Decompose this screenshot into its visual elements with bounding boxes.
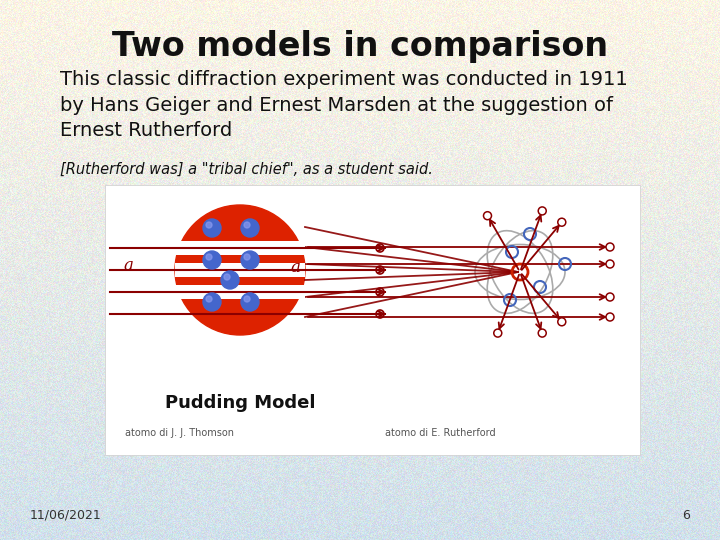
Text: atomo di E. Rutherford: atomo di E. Rutherford xyxy=(385,428,495,438)
Text: [Rutherford was] a "tribal chief", as a student said.: [Rutherford was] a "tribal chief", as a … xyxy=(60,162,433,177)
Circle shape xyxy=(175,205,305,335)
Circle shape xyxy=(224,274,230,280)
Circle shape xyxy=(203,293,221,311)
Circle shape xyxy=(206,296,212,302)
Circle shape xyxy=(241,293,259,311)
Circle shape xyxy=(244,254,250,260)
Bar xyxy=(175,285,305,299)
Circle shape xyxy=(203,251,221,269)
Circle shape xyxy=(206,254,212,260)
Bar xyxy=(175,241,305,255)
Text: a: a xyxy=(290,259,300,275)
Text: 11/06/2021: 11/06/2021 xyxy=(30,509,102,522)
Text: 6: 6 xyxy=(682,509,690,522)
Bar xyxy=(175,263,305,277)
Text: a: a xyxy=(123,256,133,273)
Circle shape xyxy=(241,219,259,237)
Circle shape xyxy=(206,222,212,228)
Text: This classic diffraction experiment was conducted in 1911
by Hans Geiger and Ern: This classic diffraction experiment was … xyxy=(60,70,628,140)
Text: atomo di J. J. Thomson: atomo di J. J. Thomson xyxy=(125,428,234,438)
Circle shape xyxy=(241,251,259,269)
Text: Pudding Model: Pudding Model xyxy=(165,394,315,412)
Text: Two models in comparison: Two models in comparison xyxy=(112,30,608,63)
Circle shape xyxy=(244,222,250,228)
Circle shape xyxy=(203,219,221,237)
Circle shape xyxy=(221,271,239,289)
Circle shape xyxy=(244,296,250,302)
FancyBboxPatch shape xyxy=(105,185,640,455)
